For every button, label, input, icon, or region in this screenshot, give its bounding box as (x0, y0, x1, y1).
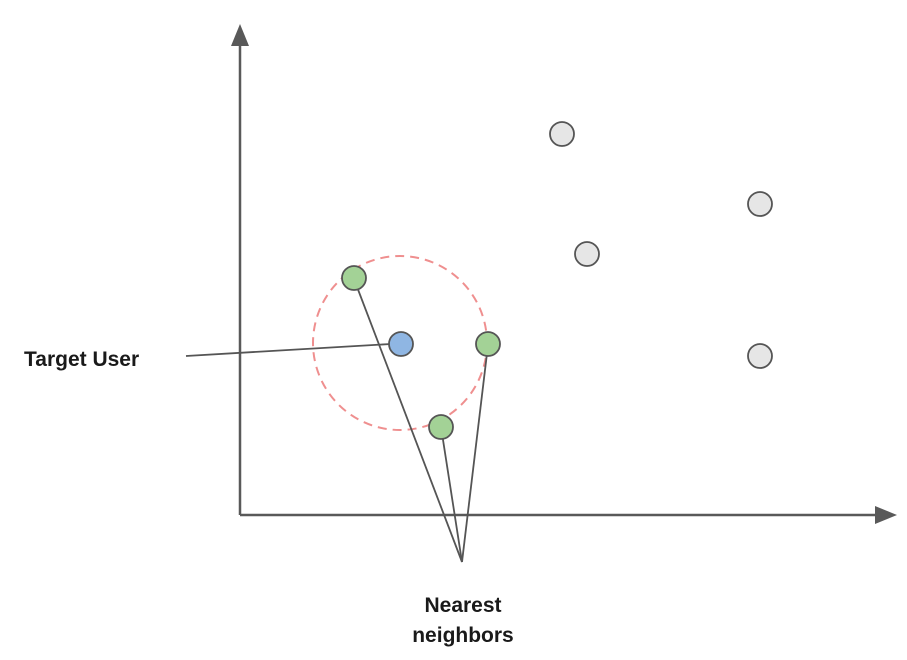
target-user-label: Target User (24, 348, 139, 371)
connectors (185, 278, 489, 563)
y-axis-arrowhead (231, 24, 249, 46)
x-axis-arrowhead (875, 506, 897, 524)
nearest-neighbors-label-line1: Nearest (424, 594, 501, 617)
other-point (747, 343, 773, 369)
neighbor-point (341, 265, 367, 291)
neighbor-point (475, 331, 501, 357)
neighbor-connector-2 (440, 426, 463, 563)
target-user-connector (185, 343, 392, 357)
nearest-neighbors-label-line2: neighbors (412, 624, 514, 647)
other-point (574, 241, 600, 267)
target-user-point (388, 331, 414, 357)
axes (231, 24, 897, 524)
data-points (341, 121, 773, 440)
neighbor-connector-1 (353, 278, 463, 563)
other-point (747, 191, 773, 217)
neighbor-connector-3 (461, 344, 489, 563)
neighbor-point (428, 414, 454, 440)
other-point (549, 121, 575, 147)
